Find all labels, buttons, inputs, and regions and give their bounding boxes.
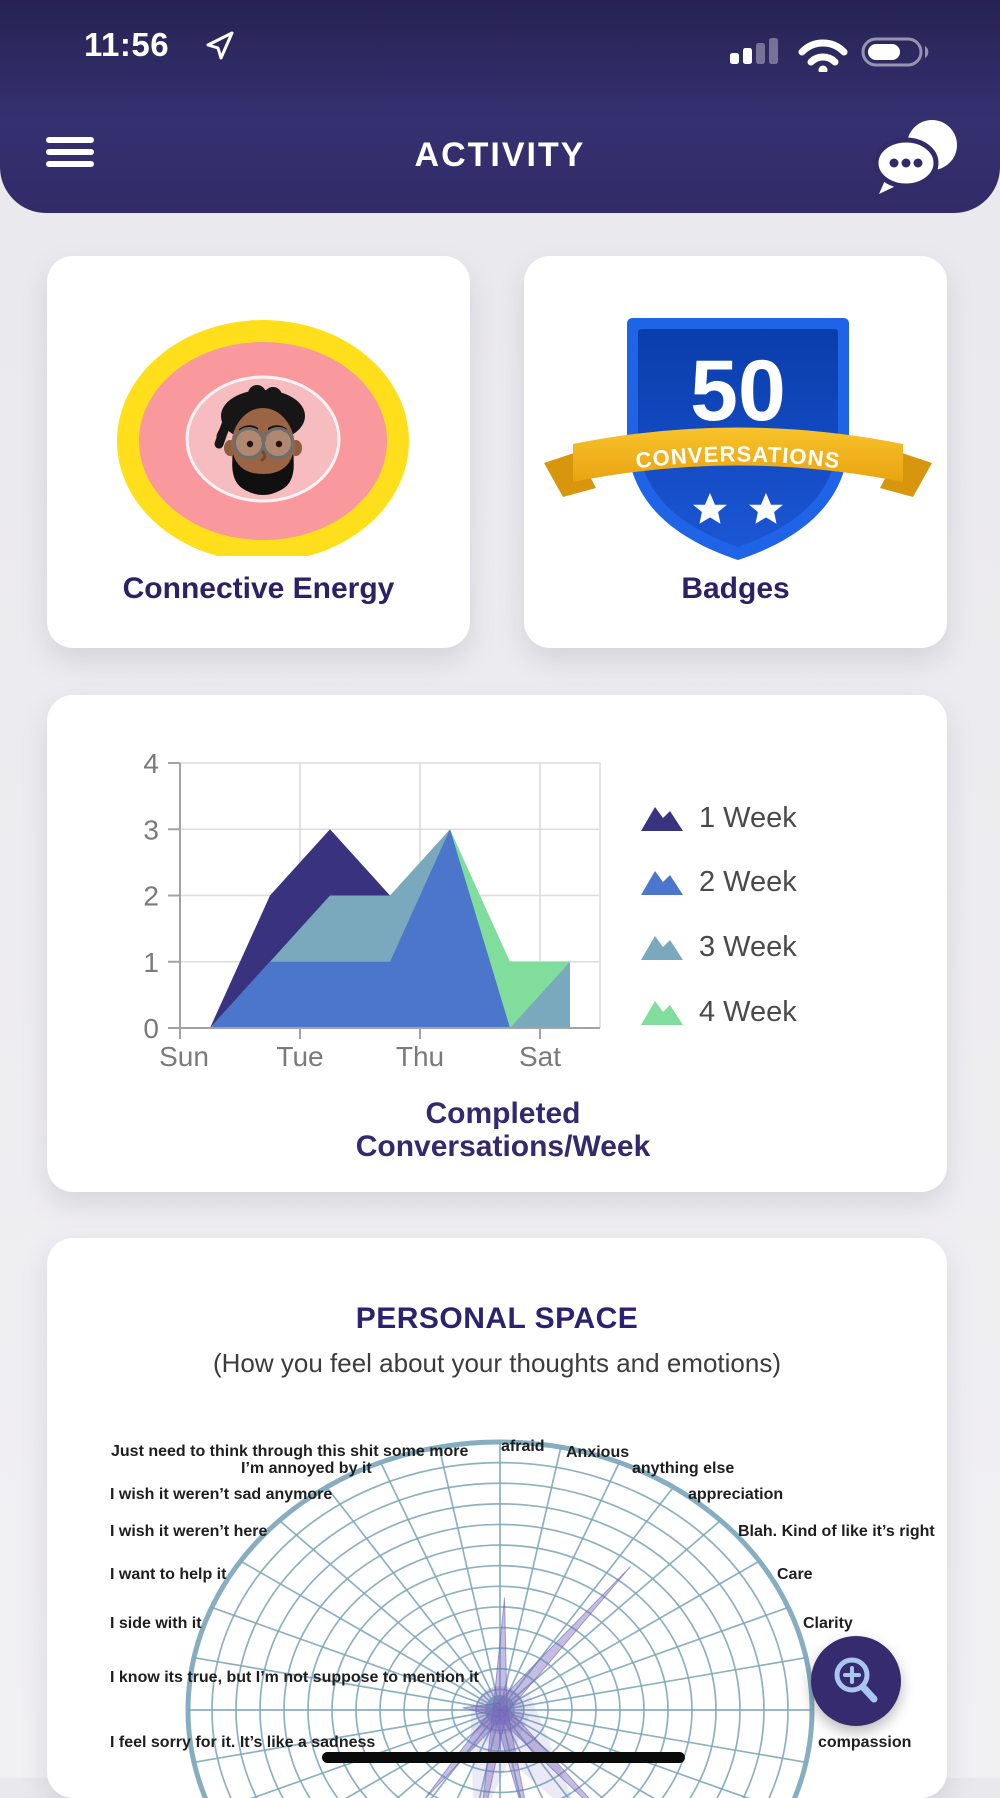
x-tick-label: Sun [159,1041,209,1072]
personal-space-subtitle: (How you feel about your thoughts and em… [212,1348,781,1378]
status-icons [730,37,929,72]
area-chart: 0 1 2 3 4 Sun Tue Thu Sat [143,748,601,1072]
personal-space-title: PERSONAL SPACE [355,1302,639,1335]
badge-stars [693,493,783,524]
radar-chart [185,1439,815,1798]
zoom-button[interactable] [811,1636,901,1726]
personal-space-card: PERSONAL SPACE (How you feel about your … [47,1238,947,1798]
location-arrow-icon [206,31,234,60]
app-header: 11:56 ACTIVITY [0,0,1000,213]
radar-data-spike [462,1702,502,1718]
radar-axis-label: I know its true, but I’m not suppose to … [110,1669,479,1686]
legend-item-4-Week[interactable]: 4 Week [639,995,797,1029]
menu-hamburger-button[interactable] [46,137,96,167]
legend-item-3-Week[interactable]: 3 Week [639,930,797,964]
legend-label: 4 Week [699,995,797,1028]
radar-axis-label: Care [777,1566,813,1583]
mountain-icon [641,871,683,895]
radar-axis-label: I wish it weren’t here [110,1523,268,1540]
mountain-icon [641,807,683,831]
radar-axis-label: afraid [501,1438,545,1455]
radar-axis-label: Anxious [566,1444,630,1461]
home-indicator[interactable] [322,1752,685,1763]
tile-connective-energy[interactable]: Connective Energy [47,256,470,648]
page-title: ACTIVITY [414,136,586,174]
chart-title: Completed Conversations/Week [355,1097,651,1163]
radar-axis-label: I wish it weren’t sad anymore [110,1486,333,1503]
y-tick-label: 4 [143,748,159,779]
x-tick-label: Sat [519,1041,561,1072]
legend-label: 2 Week [699,865,797,898]
radar-axis-label: Clarity [803,1615,853,1632]
radar-axis-label: I’m annoyed by it [241,1460,372,1477]
badge-50-conversations: 50 CONVERSATIONS [544,318,932,560]
y-tick-label: 3 [143,814,159,845]
legend-item-2-Week[interactable]: 2 Week [639,865,797,899]
tile-badges-label: Badges [681,572,790,605]
y-tick-label: 0 [143,1013,159,1044]
radar-axis-label: I feel sorry for it. It’s like a sadness [110,1734,376,1751]
area-series-2-Week [210,829,570,1028]
badge-value: 50 [690,343,786,439]
mountain-icon [641,1001,683,1025]
legend-item-1-Week[interactable]: 1 Week [639,801,797,835]
radar-axis-label: I side with it [110,1615,202,1632]
radar-axis-label: Blah. Kind of like it’s right [738,1523,935,1540]
y-tick-label: 2 [143,881,159,912]
legend-label: 1 Week [699,801,797,834]
status-time: 11:56 [84,26,170,63]
radar-axis-label: I want to help it [110,1566,227,1583]
wifi-icon [798,39,848,72]
weekly-conversations-chart-card: 0 1 2 3 4 Sun Tue Thu Sat 1 Week 2 Week 3 Week 4 We… [47,695,947,1192]
radar-axis-label: compassion [818,1734,912,1751]
magnifier-plus-icon [834,1657,878,1703]
tile-connective-energy-label: Connective Energy [122,572,395,605]
tile-badges[interactable]: 50 CONVERSATIONS Badges [524,256,947,648]
battery-icon [861,37,929,67]
radar-axis-label: appreciation [688,1486,784,1503]
radar-data-wedge [471,1691,573,1798]
radar-axis-label: Just need to think through this shit som… [111,1443,469,1460]
x-tick-label: Tue [276,1041,323,1072]
cellular-signal-icon [730,38,778,64]
mountain-icon [641,936,683,960]
legend-label: 3 Week [699,930,797,963]
avatar [214,385,305,495]
y-tick-label: 1 [143,947,159,978]
connective-energy-rings [117,320,409,562]
radar-axis-label: anything else [632,1460,735,1477]
radar-data-wedge [470,1704,530,1798]
chat-bubbles-icon[interactable] [872,120,958,196]
x-tick-label: Thu [396,1041,444,1072]
